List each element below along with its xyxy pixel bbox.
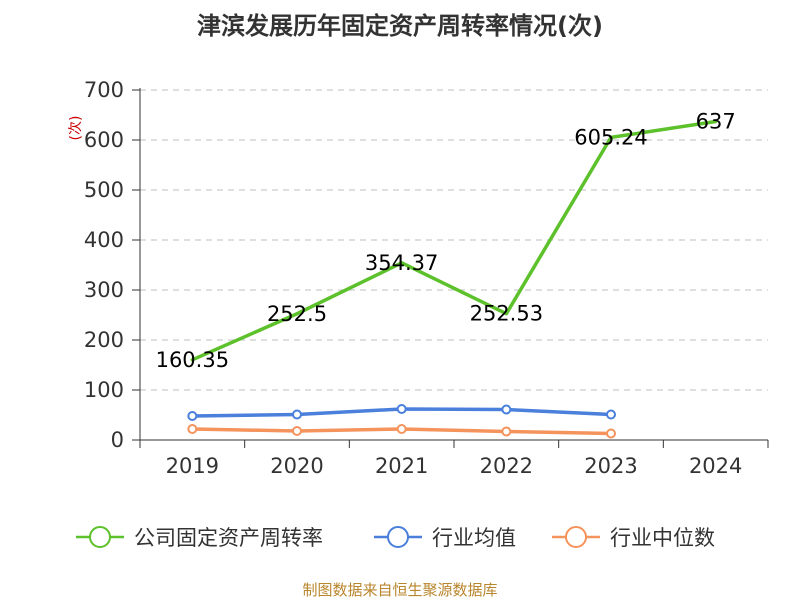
y-axis-unit: (次) bbox=[68, 116, 84, 141]
data-point bbox=[606, 428, 616, 439]
data-label: 160.35 bbox=[156, 348, 229, 372]
data-label: 252.5 bbox=[267, 302, 327, 326]
legend-label: 行业中位数 bbox=[610, 526, 715, 550]
data-point bbox=[501, 404, 512, 415]
y-tick-label: 0 bbox=[111, 428, 124, 452]
data-point bbox=[606, 409, 616, 420]
legend-label: 公司固定资产周转率 bbox=[134, 526, 323, 550]
data-label: 354.37 bbox=[365, 251, 438, 275]
x-tick-label: 2022 bbox=[480, 454, 533, 478]
data-point bbox=[292, 426, 302, 436]
data-label: 637 bbox=[696, 110, 736, 134]
legend-marker bbox=[387, 526, 409, 548]
data-labels: 160.35 252.5 354.37 252.53 605.24 637 bbox=[156, 110, 736, 372]
data-point bbox=[396, 404, 407, 414]
legend-marker bbox=[89, 526, 111, 548]
y-tick-label: 500 bbox=[84, 178, 124, 202]
legend-item[interactable]: 行业均值 bbox=[374, 526, 516, 550]
y-tick-label: 300 bbox=[84, 278, 124, 302]
y-tick-label: 100 bbox=[84, 378, 124, 402]
gridlines bbox=[140, 89, 768, 391]
y-tick-label: 200 bbox=[84, 328, 124, 352]
data-point bbox=[396, 424, 407, 434]
data-point bbox=[187, 424, 198, 434]
axes bbox=[132, 88, 769, 448]
data-point bbox=[187, 411, 198, 421]
y-tick-label: 400 bbox=[84, 228, 124, 252]
x-tick-label: 2023 bbox=[584, 454, 637, 478]
data-label: 605.24 bbox=[574, 125, 647, 149]
y-tick-label: 700 bbox=[84, 78, 124, 102]
legend-item[interactable]: 行业中位数 bbox=[552, 526, 715, 550]
chart-title: 津滨发展历年固定资产周转率情况(次) bbox=[197, 12, 603, 40]
data-point bbox=[501, 426, 512, 437]
x-tick-labels: 2019 2020 2021 2022 2023 2024 bbox=[166, 454, 743, 478]
series-line bbox=[190, 119, 718, 362]
legend-label: 行业均值 bbox=[432, 526, 516, 550]
x-tick-label: 2020 bbox=[270, 454, 323, 478]
legend: 公司固定资产周转率 行业均值 行业中位数 bbox=[76, 526, 715, 550]
legend-item[interactable]: 公司固定资产周转率 bbox=[76, 526, 323, 550]
data-label: 252.53 bbox=[470, 302, 543, 326]
x-tick-label: 2024 bbox=[689, 454, 742, 478]
series-layer bbox=[187, 119, 718, 439]
source-note: 制图数据来自恒生聚源数据库 bbox=[302, 581, 497, 599]
y-tick-label: 600 bbox=[84, 128, 124, 152]
data-point bbox=[292, 409, 302, 420]
legend-marker bbox=[565, 526, 587, 548]
x-tick-label: 2019 bbox=[166, 454, 219, 478]
x-tick-label: 2021 bbox=[375, 454, 428, 478]
y-tick-labels: 0 100 200 300 400 500 600 700 bbox=[84, 78, 124, 452]
